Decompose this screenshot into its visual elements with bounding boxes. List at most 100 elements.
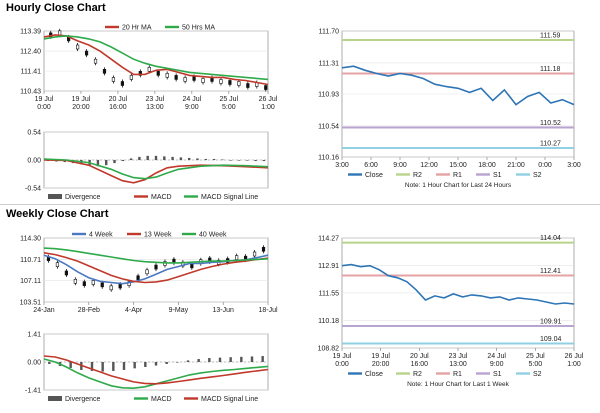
legend-label: 50 Hrs MA: [182, 25, 215, 32]
y-tick-label: 114.30: [20, 236, 41, 243]
series-line-50-hrs-ma: [43, 35, 269, 81]
divergence-bar: [212, 158, 216, 160]
x-tick-label: 3:00: [335, 162, 349, 169]
x-tick-label: 5:00: [222, 104, 236, 111]
level-label: 109.04: [540, 336, 562, 343]
candle-body: [138, 71, 142, 76]
divergence-bar: [48, 362, 51, 364]
legend-label: R2: [413, 371, 422, 378]
divergence-bar: [186, 360, 190, 362]
x-tick-label: 24 Jul: [182, 96, 201, 103]
divergence-bar: [187, 157, 191, 160]
legend-label: 20 Hr MA: [122, 25, 152, 32]
y-tick-label: 110.18: [318, 318, 339, 325]
x-tick-label: 0:00: [335, 361, 349, 368]
candle-body: [235, 255, 239, 260]
y-tick-label: 0.54: [27, 130, 41, 137]
divergence-bar: [262, 160, 266, 162]
candle-body: [192, 76, 196, 81]
x-tick-label: 18-Jul: [258, 307, 278, 314]
x-tick-label: 1:00: [261, 104, 275, 111]
divergence-bar: [208, 358, 211, 362]
x-tick-label: 23 Jul: [146, 96, 165, 103]
level-label: 111.59: [540, 33, 560, 40]
divergence-bar: [105, 160, 108, 166]
x-tick-label: 26 Jul: [259, 96, 278, 103]
candle-body: [118, 283, 122, 289]
y-tick-label: 107.11: [20, 278, 41, 285]
series-line-macd-signal-line: [43, 355, 269, 385]
divergence-bar: [221, 159, 224, 161]
legend-label: MACD Signal Line: [201, 194, 258, 201]
divergence-bar: [96, 160, 100, 167]
series-line-13-week: [43, 252, 269, 284]
level-label: 110.27: [540, 141, 561, 148]
x-tick-label: 6:00: [364, 162, 378, 169]
divergence-bar: [146, 155, 149, 160]
y-tick-label: 110.16: [318, 155, 339, 162]
candle-body: [228, 80, 232, 85]
x-tick-label: 9:00: [490, 361, 504, 368]
x-tick-label: 1:00: [567, 361, 581, 368]
divergence-bar: [261, 356, 264, 362]
legend-label: R2: [413, 172, 422, 179]
x-tick-label: 15:00: [449, 162, 467, 169]
divergence-bar: [112, 362, 115, 371]
divergence-bar: [69, 362, 72, 368]
y-tick-label: 113.39: [20, 29, 41, 36]
candle-body: [183, 77, 187, 82]
x-tick-label: 24 Jul: [487, 353, 506, 360]
candle-body: [91, 280, 95, 285]
candle-body: [93, 58, 98, 64]
y-tick-label: 110.93: [318, 92, 339, 99]
x-tick-label: 26 Jul: [565, 353, 584, 360]
x-tick-label: 9-May: [169, 307, 189, 314]
candle-body: [261, 246, 266, 252]
y-tick-label: 111.55: [319, 290, 339, 297]
x-tick-label: 13:00: [146, 104, 164, 111]
hourly-macd-chart: 0.54 0.00 -0.54 Divergence MACD MACD Signal L…: [25, 130, 269, 201]
candle-body: [252, 251, 257, 257]
legend-label: MACD: [151, 396, 172, 403]
y-tick-label: 111.31: [319, 60, 339, 67]
candle-body: [156, 71, 160, 76]
x-tick-label: 4-Apr: [125, 307, 143, 314]
x-tick-label: 19 Jul: [35, 96, 54, 103]
weekly-macd-chart: 1.41 0.00 -1.41 Divergence MACD MACD Signal L…: [25, 332, 269, 403]
x-tick-label: 20:00: [372, 361, 390, 368]
divergence-bar: [237, 160, 241, 161]
legend-label: 4 Week: [89, 232, 113, 239]
legend-swatch: [48, 194, 62, 199]
legend-swatch: [48, 396, 62, 401]
y-tick-label: 0.00: [27, 158, 41, 165]
candle-body: [129, 75, 133, 80]
candle-body: [237, 81, 241, 86]
candle-body: [55, 262, 60, 267]
series-line-close: [341, 263, 575, 305]
candle-body: [136, 275, 140, 281]
candle-body: [76, 44, 80, 50]
legend-label: MACD: [151, 194, 172, 201]
chart-note: Note: 1 Hour Chart for Last 1 Week: [407, 381, 510, 388]
level-label: 111.18: [540, 66, 560, 73]
candle-body: [82, 281, 86, 286]
legend-label: S1: [493, 172, 502, 179]
divergence-bar: [129, 158, 133, 160]
divergence-bar: [254, 160, 257, 162]
candle-body: [73, 278, 77, 284]
y-tick-label: 110.71: [20, 257, 41, 264]
candle-body: [102, 69, 107, 74]
divergence-bar: [101, 362, 104, 372]
divergence-bar: [197, 359, 200, 362]
x-tick-label: 20 Jul: [410, 353, 429, 360]
candle-body: [147, 67, 151, 72]
divergence-bar: [179, 157, 183, 160]
divergence-bar: [154, 155, 158, 160]
divergence-bar: [121, 160, 125, 162]
y-tick-label: 111.41: [21, 69, 41, 76]
divergence-bar: [250, 356, 254, 362]
level-label: 110.52: [540, 120, 561, 127]
y-tick-label: 1.41: [27, 332, 41, 339]
y-tick-label: 103.51: [20, 300, 42, 307]
